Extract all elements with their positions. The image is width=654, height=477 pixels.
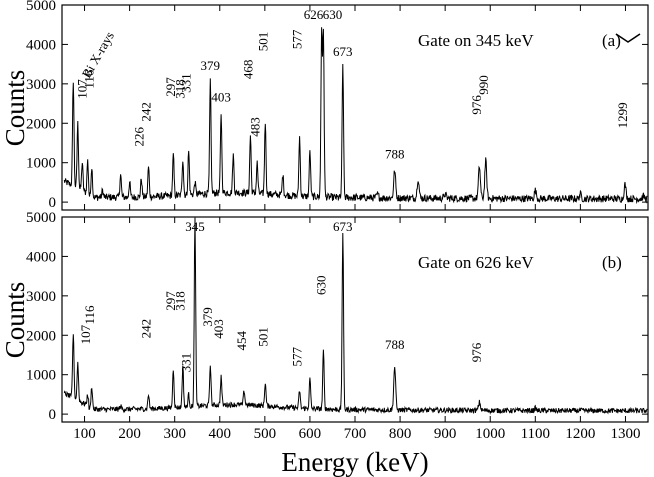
panel-b-gate-label: Gate on 626 keV — [418, 253, 534, 272]
peak-label: 976 — [469, 95, 484, 115]
peak-label: 297 — [163, 77, 178, 97]
x-tick-label: 200 — [118, 426, 141, 442]
peak-label: 483 — [247, 117, 262, 137]
peak-label: 673 — [333, 219, 353, 234]
x-tick-label: 1000 — [475, 426, 505, 442]
y-tick-label: 2000 — [26, 116, 56, 132]
x-tick-label: 500 — [254, 426, 277, 442]
x-axis-label: Energy (keV) — [281, 447, 428, 477]
x-tick-label: 1100 — [521, 426, 550, 442]
peak-label: 468 — [241, 60, 256, 80]
y-tick-label: 3000 — [26, 289, 56, 305]
panel-b-panel-label: (b) — [602, 253, 622, 272]
y-tick-label: 4000 — [26, 249, 56, 265]
x-tick-label: 300 — [163, 426, 186, 442]
x-tick-label: 1300 — [610, 426, 640, 442]
y-tick-label: 3000 — [26, 77, 56, 93]
panel-b: 0 1000 2000 3000 4000 5000 100 200 300 400 500 600… — [0, 210, 649, 477]
panel-a-y-axis: 0 1000 2000 3000 4000 5000 — [26, 0, 648, 211]
peak-label: 242 — [139, 102, 154, 122]
peak-label: 331 — [178, 73, 193, 93]
panel-b-ylabel: Counts — [0, 282, 30, 359]
y-tick-label: 0 — [49, 407, 57, 423]
peak-label: 107 — [78, 324, 93, 344]
peak-label: 788 — [385, 147, 405, 162]
y-tick-label: 0 — [49, 195, 57, 211]
peak-label: 345 — [185, 219, 205, 234]
panel-a-x-axis — [84, 5, 626, 210]
peak-label: 116 — [82, 305, 97, 325]
y-tick-label: 1000 — [26, 368, 56, 384]
peak-label: 454 — [234, 331, 249, 351]
peak-label: 577 — [289, 29, 304, 49]
panel-a-626-630-bracket — [615, 33, 641, 43]
panel-b-x-axis: 100 200 300 400 500 600 700 800 900 1000 1100 1200 1… — [73, 217, 640, 442]
peak-label: 242 — [139, 319, 154, 339]
x-tick-label: 600 — [299, 426, 322, 442]
peak-label: 318 — [173, 291, 188, 311]
panel-a-spectrum-line — [63, 27, 648, 205]
y-tick-label: 5000 — [26, 0, 56, 14]
peak-label: 630 — [314, 276, 329, 296]
peak-label: 976 — [469, 342, 484, 362]
peak-label: 116 — [82, 69, 97, 89]
x-tick-label: 100 — [73, 426, 96, 442]
peak-label: 379 — [200, 307, 215, 327]
y-tick-label: 4000 — [26, 37, 56, 53]
peak-label: 379 — [201, 58, 221, 73]
peak-label: 788 — [385, 337, 405, 352]
peak-label: 501 — [256, 327, 271, 347]
peak-label: 318 — [173, 79, 188, 99]
x-tick-label: 800 — [389, 426, 412, 442]
peak-label: 1299 — [615, 102, 630, 128]
peak-label: 990 — [476, 75, 491, 95]
y-tick-label: 1000 — [26, 156, 56, 172]
peak-label: 673 — [333, 44, 353, 59]
y-tick-label: 2000 — [26, 328, 56, 344]
peak-label: 297 — [163, 291, 178, 311]
y-tick-label: 5000 — [26, 210, 56, 226]
peak-label: 577 — [289, 347, 304, 367]
x-tick-label: 700 — [344, 426, 367, 442]
peak-label: 501 — [256, 32, 271, 52]
peak-label: 626 — [304, 7, 324, 22]
x-tick-label: 1200 — [565, 426, 595, 442]
panel-a-gate-label: Gate on 345 keV — [418, 31, 534, 50]
peak-label: 107 — [74, 79, 89, 99]
panel-b-spectrum-line — [63, 217, 648, 415]
peak-label: 630 — [323, 7, 343, 22]
peak-label: 403 — [211, 319, 226, 339]
peak-label: 331 — [178, 353, 193, 373]
panel-a-panel-label: (a) — [602, 31, 621, 50]
x-tick-label: 400 — [209, 426, 232, 442]
panel-b-y-axis: 0 1000 2000 3000 4000 5000 — [26, 210, 648, 423]
panel-a-bi-xrays-label: Bi X-rays — [79, 29, 117, 81]
peak-label: 403 — [211, 89, 231, 104]
panel-a-ylabel: Counts — [0, 70, 30, 147]
x-tick-label: 900 — [434, 426, 457, 442]
peak-label: 226 — [132, 127, 147, 147]
